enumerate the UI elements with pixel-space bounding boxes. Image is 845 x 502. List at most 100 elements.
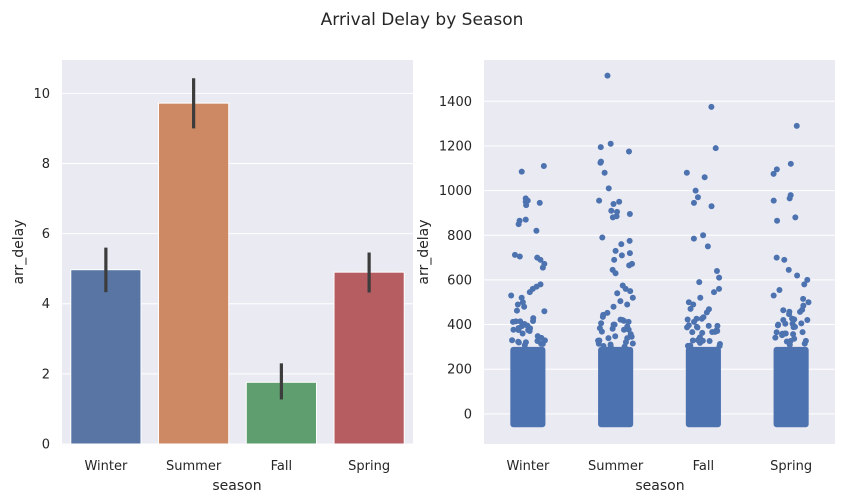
strip-point [530,318,537,325]
bar-chart-error-bars [104,78,371,400]
strip-point [773,166,780,173]
strip-point [515,326,522,333]
strip-point [792,214,799,221]
strip-point [790,324,797,331]
strip-point [604,72,611,79]
strip-point [685,322,692,329]
strip-chart-panel: 0 200 400 600 800 1000 1200 1400 Winter Summer Fa… [416,60,835,494]
strip-point [786,311,793,318]
strip-point [597,159,604,166]
strip-point [689,329,696,336]
bar-summer [158,102,230,445]
strip-point [533,227,540,234]
strip-chart-x-ticks: Winter Summer Fall Spring [506,459,812,474]
bar-chart-y-tick-label: 10 [33,87,50,102]
strip-point [689,337,696,344]
figure-suptitle: Arrival Delay by Season [321,10,524,30]
strip-point [801,340,808,347]
strip-point [712,145,719,152]
strip-point [776,286,783,293]
strip-point [617,298,624,305]
strip-point [515,221,522,228]
strip-point [697,339,704,346]
strip-point [773,254,780,261]
strip-point [607,341,614,348]
strip-point [793,122,800,129]
strip-chart-y-tick-label: 1000 [439,184,472,199]
strip-point [605,335,612,342]
strip-point [537,256,544,263]
strip-point [773,329,780,336]
strip-point [786,195,793,202]
bar-chart-y-axis-label: arr_delay [11,219,27,284]
strip-point [716,274,723,281]
strip-chart-x-axis-label: season [635,478,684,494]
strip-point [626,250,633,257]
strip-point [521,342,528,349]
strip-chart-x-tick-label: Fall [693,459,714,474]
strip-point [509,337,516,344]
strip-point [706,338,713,345]
strip-point [791,335,798,342]
strip-point [785,266,792,273]
strip-point [616,198,623,205]
strip-point [713,267,720,274]
strip-chart-y-tick-label: 200 [447,363,472,378]
bar-spring [333,271,405,445]
bar-chart-x-tick-label: Winter [84,459,128,474]
strip-point [598,328,605,335]
strip-point [521,303,528,310]
bar-chart-y-tick-label: 8 [42,157,50,172]
strip-point [770,170,777,177]
strip-point [780,307,787,314]
bar-chart-y-tick-label: 4 [42,297,50,312]
strip-point [774,322,781,329]
strip-point [704,243,711,250]
bar-chart-y-tick-label: 6 [42,227,50,242]
strip-point [624,335,631,342]
strip-point [540,163,547,170]
strip-point [694,194,701,201]
strip-point [536,199,543,206]
strip-point [521,320,528,327]
strip-point [683,169,690,176]
strip-point [629,340,636,347]
strip-point [770,197,777,204]
strip-point [539,340,546,347]
strip-point [699,329,706,336]
strip-point [614,208,621,215]
strip-point [596,197,603,204]
strip-point [621,326,628,333]
strip-chart-dense-points [510,346,809,428]
strip-point [601,169,608,176]
strip-point [598,320,605,327]
strip-point [692,187,699,194]
bar-winter [70,269,142,445]
strip-chart-x-tick-label: Spring [770,459,812,474]
strip-point [684,316,691,323]
strip-chart-y-tick-label: 600 [447,273,472,288]
strip-point [790,331,797,338]
strip-point [779,332,786,339]
strip-chart-y-tick-label: 400 [447,318,472,333]
strip-point [625,318,632,325]
strip-point [609,325,616,332]
strip-point [599,234,606,241]
bar-chart-x-ticks: Winter Summer Fall Spring [84,459,390,474]
strip-point [626,237,633,244]
strip-dense-band-winter [510,346,546,428]
strip-point [607,140,614,147]
bar-chart-x-tick-label: Summer [166,459,222,474]
strip-point [801,281,808,288]
strip-point [714,322,721,329]
strip-point [800,302,807,309]
strip-point [698,315,705,322]
strip-point [523,202,530,209]
strip-point [510,326,517,333]
strip-point [705,322,712,329]
strip-chart-y-tick-label: 800 [447,229,472,244]
bar-chart-bars [70,102,405,445]
strip-point [772,334,779,341]
strip-point [599,313,606,320]
strip-chart-x-tick-label: Summer [588,459,644,474]
